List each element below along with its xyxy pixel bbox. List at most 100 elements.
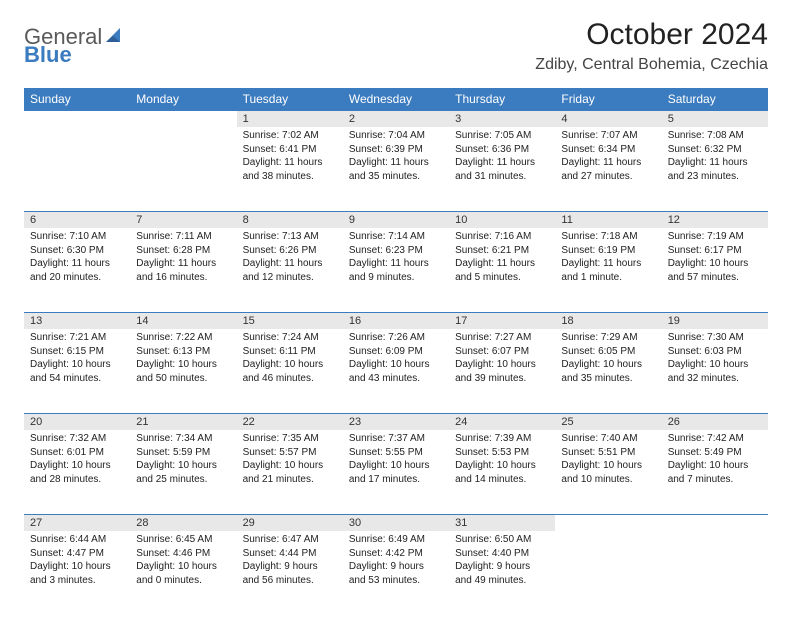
day-number (24, 110, 130, 127)
sunset-line: Sunset: 6:07 PM (455, 345, 549, 359)
day-cell: Sunrise: 7:19 AMSunset: 6:17 PMDaylight:… (662, 228, 768, 312)
day-number (555, 514, 661, 531)
day-cell: Sunrise: 7:37 AMSunset: 5:55 PMDaylight:… (343, 430, 449, 514)
sunrise-line: Sunrise: 7:18 AM (561, 230, 655, 244)
daylight-line: Daylight: 9 hours and 49 minutes. (455, 560, 549, 587)
sunset-line: Sunset: 5:59 PM (136, 446, 230, 460)
daylight-line: Daylight: 11 hours and 20 minutes. (30, 257, 124, 284)
logo-text-blue: Blue (24, 42, 72, 67)
location-text: Zdiby, Central Bohemia, Czechia (535, 56, 768, 74)
day-cell: Sunrise: 6:44 AMSunset: 4:47 PMDaylight:… (24, 531, 130, 615)
day-cell: Sunrise: 6:49 AMSunset: 4:42 PMDaylight:… (343, 531, 449, 615)
day-cell: Sunrise: 6:45 AMSunset: 4:46 PMDaylight:… (130, 531, 236, 615)
sunset-line: Sunset: 5:55 PM (349, 446, 443, 460)
day-cell: Sunrise: 7:26 AMSunset: 6:09 PMDaylight:… (343, 329, 449, 413)
sunrise-line: Sunrise: 6:50 AM (455, 533, 549, 547)
sunset-line: Sunset: 4:47 PM (30, 547, 124, 561)
logo-blue-wrap: Blue (24, 42, 72, 68)
day-number: 6 (24, 211, 130, 228)
day-number: 17 (449, 312, 555, 329)
sunrise-line: Sunrise: 6:47 AM (243, 533, 337, 547)
sunset-line: Sunset: 6:26 PM (243, 244, 337, 258)
daylight-line: Daylight: 10 hours and 35 minutes. (561, 358, 655, 385)
day-cell: Sunrise: 7:27 AMSunset: 6:07 PMDaylight:… (449, 329, 555, 413)
daylight-line: Daylight: 11 hours and 23 minutes. (668, 156, 762, 183)
day-cell (24, 127, 130, 211)
daylight-line: Daylight: 10 hours and 32 minutes. (668, 358, 762, 385)
day-cell: Sunrise: 7:34 AMSunset: 5:59 PMDaylight:… (130, 430, 236, 514)
daylight-line: Daylight: 10 hours and 39 minutes. (455, 358, 549, 385)
day-number: 23 (343, 413, 449, 430)
day-cell: Sunrise: 7:05 AMSunset: 6:36 PMDaylight:… (449, 127, 555, 211)
day-number: 31 (449, 514, 555, 531)
day-number: 19 (662, 312, 768, 329)
day-cell: Sunrise: 7:02 AMSunset: 6:41 PMDaylight:… (237, 127, 343, 211)
sunrise-line: Sunrise: 7:39 AM (455, 432, 549, 446)
day-number: 5 (662, 110, 768, 127)
sunset-line: Sunset: 5:51 PM (561, 446, 655, 460)
sunrise-line: Sunrise: 6:44 AM (30, 533, 124, 547)
sunset-line: Sunset: 5:57 PM (243, 446, 337, 460)
daylight-line: Daylight: 10 hours and 3 minutes. (30, 560, 124, 587)
day-number: 27 (24, 514, 130, 531)
sunset-line: Sunset: 6:36 PM (455, 143, 549, 157)
day-cell: Sunrise: 7:04 AMSunset: 6:39 PMDaylight:… (343, 127, 449, 211)
day-number: 26 (662, 413, 768, 430)
daylight-line: Daylight: 10 hours and 0 minutes. (136, 560, 230, 587)
day-cell: Sunrise: 7:35 AMSunset: 5:57 PMDaylight:… (237, 430, 343, 514)
sunset-line: Sunset: 6:30 PM (30, 244, 124, 258)
month-title: October 2024 (535, 18, 768, 52)
day-header: Saturday (662, 88, 768, 110)
sunset-line: Sunset: 6:17 PM (668, 244, 762, 258)
day-number: 10 (449, 211, 555, 228)
calendar-table: SundayMondayTuesdayWednesdayThursdayFrid… (24, 88, 768, 615)
day-cell: Sunrise: 7:16 AMSunset: 6:21 PMDaylight:… (449, 228, 555, 312)
day-number: 12 (662, 211, 768, 228)
daylight-line: Daylight: 10 hours and 46 minutes. (243, 358, 337, 385)
day-cell: Sunrise: 7:29 AMSunset: 6:05 PMDaylight:… (555, 329, 661, 413)
sunrise-line: Sunrise: 7:07 AM (561, 129, 655, 143)
daylight-line: Daylight: 11 hours and 1 minute. (561, 257, 655, 284)
day-cell: Sunrise: 7:08 AMSunset: 6:32 PMDaylight:… (662, 127, 768, 211)
day-number: 2 (343, 110, 449, 127)
sunset-line: Sunset: 5:53 PM (455, 446, 549, 460)
calendar-body: 12345Sunrise: 7:02 AMSunset: 6:41 PMDayl… (24, 110, 768, 615)
sunset-line: Sunset: 6:11 PM (243, 345, 337, 359)
day-number: 3 (449, 110, 555, 127)
sunrise-line: Sunrise: 7:24 AM (243, 331, 337, 345)
day-cell: Sunrise: 7:18 AMSunset: 6:19 PMDaylight:… (555, 228, 661, 312)
day-number: 13 (24, 312, 130, 329)
day-number: 7 (130, 211, 236, 228)
sunset-line: Sunset: 6:21 PM (455, 244, 549, 258)
day-header: Monday (130, 88, 236, 110)
sunset-line: Sunset: 6:01 PM (30, 446, 124, 460)
daylight-line: Daylight: 11 hours and 16 minutes. (136, 257, 230, 284)
day-number: 15 (237, 312, 343, 329)
day-cell: Sunrise: 7:30 AMSunset: 6:03 PMDaylight:… (662, 329, 768, 413)
daylight-line: Daylight: 10 hours and 10 minutes. (561, 459, 655, 486)
day-number: 8 (237, 211, 343, 228)
daylight-line: Daylight: 10 hours and 7 minutes. (668, 459, 762, 486)
day-number: 14 (130, 312, 236, 329)
sunrise-line: Sunrise: 7:08 AM (668, 129, 762, 143)
sunrise-line: Sunrise: 7:21 AM (30, 331, 124, 345)
day-number: 9 (343, 211, 449, 228)
day-header: Tuesday (237, 88, 343, 110)
sunrise-line: Sunrise: 7:14 AM (349, 230, 443, 244)
day-number: 25 (555, 413, 661, 430)
sunset-line: Sunset: 6:34 PM (561, 143, 655, 157)
daylight-line: Daylight: 9 hours and 53 minutes. (349, 560, 443, 587)
day-number: 22 (237, 413, 343, 430)
daylight-line: Daylight: 10 hours and 14 minutes. (455, 459, 549, 486)
daylight-line: Daylight: 11 hours and 35 minutes. (349, 156, 443, 183)
sunrise-line: Sunrise: 7:40 AM (561, 432, 655, 446)
sunrise-line: Sunrise: 7:04 AM (349, 129, 443, 143)
day-cell: Sunrise: 7:32 AMSunset: 6:01 PMDaylight:… (24, 430, 130, 514)
day-header: Thursday (449, 88, 555, 110)
day-number: 18 (555, 312, 661, 329)
sunrise-line: Sunrise: 7:26 AM (349, 331, 443, 345)
sunrise-line: Sunrise: 7:13 AM (243, 230, 337, 244)
day-cell: Sunrise: 7:10 AMSunset: 6:30 PMDaylight:… (24, 228, 130, 312)
sunrise-line: Sunrise: 7:11 AM (136, 230, 230, 244)
sunset-line: Sunset: 4:44 PM (243, 547, 337, 561)
